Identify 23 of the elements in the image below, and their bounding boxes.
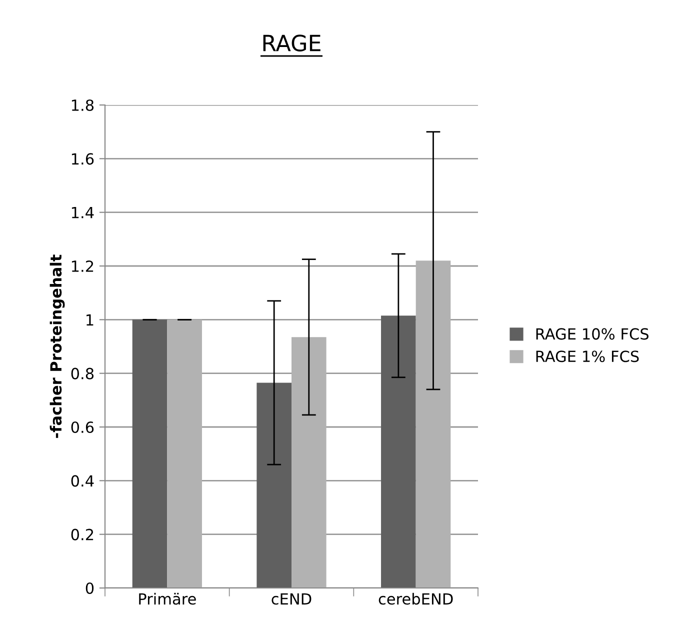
x-tick-label: cerebEND xyxy=(378,592,453,605)
bar xyxy=(167,320,202,588)
y-tick-label: 0.4 xyxy=(71,475,94,487)
legend-label: RAGE 1% FCS xyxy=(536,350,639,362)
y-tick-label: 1 xyxy=(86,314,94,326)
y-tick-label: 0.6 xyxy=(71,421,94,434)
y-tick-label: 1.8 xyxy=(72,99,94,112)
y-axis-title: -facher Proteingehalt xyxy=(50,254,65,438)
bar xyxy=(292,337,326,588)
chart-title: RAGE xyxy=(263,34,320,52)
bar xyxy=(381,316,416,588)
y-tick-label: 0.2 xyxy=(71,528,94,540)
legend-label: RAGE 10% FCS xyxy=(536,328,648,340)
y-tick-label: 1.6 xyxy=(72,153,94,165)
bar xyxy=(416,260,451,588)
bar xyxy=(256,382,292,588)
x-tick-label: cEND xyxy=(272,593,312,605)
x-tick-label: Primäre xyxy=(139,592,196,605)
y-tick-label: 0 xyxy=(86,582,94,594)
y-tick-label: 1.2 xyxy=(72,260,94,272)
y-tick-label: 1.4 xyxy=(72,207,94,218)
y-tick-label: 0.8 xyxy=(71,368,94,380)
bar xyxy=(132,320,168,588)
